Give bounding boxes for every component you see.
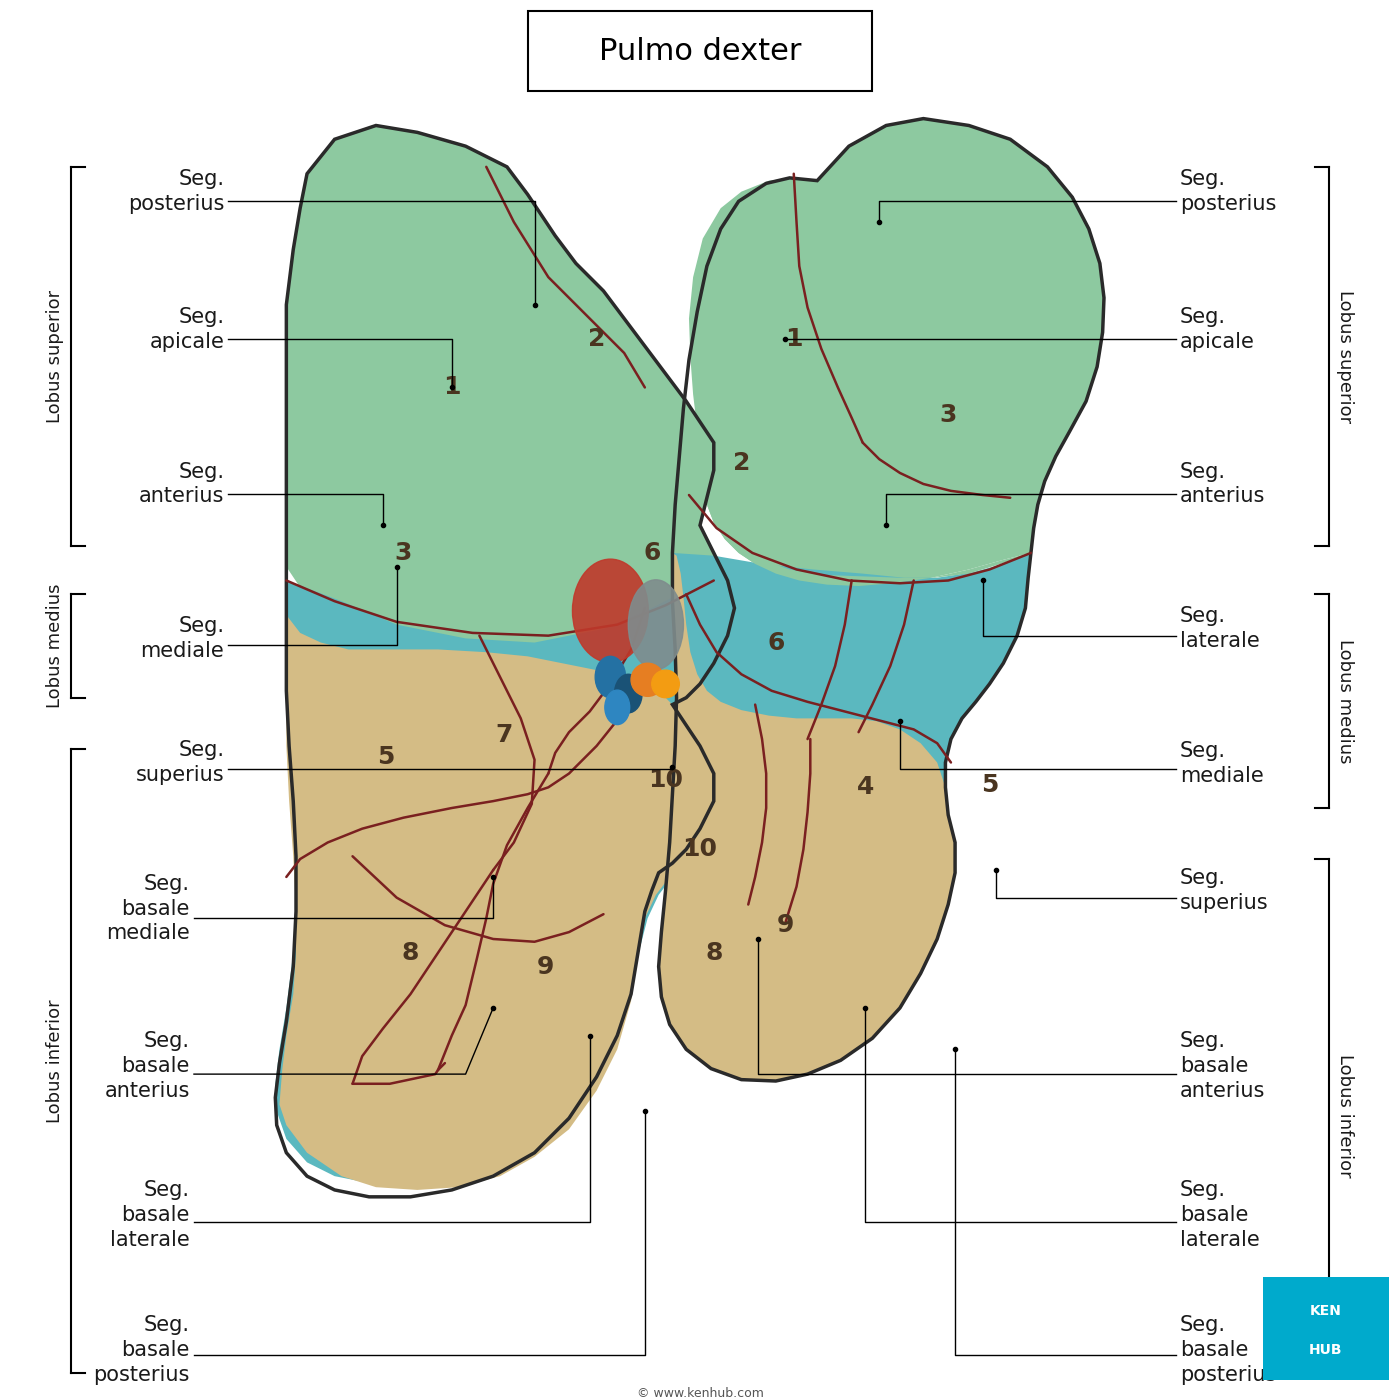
Ellipse shape — [605, 690, 630, 725]
Text: Seg.
basale
laterale: Seg. basale laterale — [111, 1180, 190, 1250]
Text: Seg.
anterius: Seg. anterius — [139, 462, 224, 507]
Circle shape — [652, 671, 679, 697]
Text: Seg.
basale
anterius: Seg. basale anterius — [105, 1030, 190, 1100]
Text: Seg.
apicale: Seg. apicale — [1180, 307, 1254, 351]
Text: 6: 6 — [767, 630, 784, 655]
Text: Seg.
basale
posterius: Seg. basale posterius — [1180, 1315, 1277, 1385]
Text: 5: 5 — [981, 773, 998, 797]
Polygon shape — [287, 126, 714, 650]
Text: 2: 2 — [732, 451, 750, 475]
Text: 9: 9 — [777, 913, 794, 937]
Text: Lobus superior: Lobus superior — [1336, 290, 1354, 423]
Polygon shape — [658, 553, 955, 1081]
Polygon shape — [658, 553, 1030, 1081]
Text: 10: 10 — [683, 837, 717, 861]
Text: Seg.
mediale: Seg. mediale — [1180, 742, 1264, 787]
Ellipse shape — [573, 559, 648, 662]
Text: Seg.
posterius: Seg. posterius — [1180, 169, 1277, 214]
Text: Seg.
mediale: Seg. mediale — [140, 616, 224, 661]
Text: Lobus inferior: Lobus inferior — [1336, 1054, 1354, 1177]
Text: 4: 4 — [857, 776, 874, 799]
Text: 8: 8 — [706, 941, 722, 965]
Text: KEN: KEN — [1310, 1305, 1343, 1319]
Text: Seg.
apicale: Seg. apicale — [150, 307, 224, 351]
Text: 9: 9 — [536, 955, 554, 979]
FancyBboxPatch shape — [528, 11, 872, 91]
Text: 7: 7 — [496, 722, 512, 748]
Text: 6: 6 — [643, 540, 661, 566]
Polygon shape — [276, 581, 735, 1183]
Text: Lobus inferior: Lobus inferior — [46, 1000, 64, 1123]
Ellipse shape — [629, 580, 683, 669]
Text: 10: 10 — [648, 769, 683, 792]
FancyBboxPatch shape — [1263, 1277, 1389, 1380]
Text: Seg.
superius: Seg. superius — [136, 741, 224, 785]
Circle shape — [631, 664, 664, 696]
Text: Seg.
anterius: Seg. anterius — [1180, 462, 1266, 507]
Text: 3: 3 — [395, 540, 412, 566]
Text: HUB: HUB — [1309, 1343, 1343, 1357]
Text: Lobus superior: Lobus superior — [46, 290, 64, 423]
Polygon shape — [707, 504, 1030, 587]
Text: 3: 3 — [939, 403, 956, 427]
Text: Seg.
laterale: Seg. laterale — [1180, 606, 1260, 651]
Text: Seg.
posterius: Seg. posterius — [127, 169, 224, 214]
Text: Seg.
basale
posterius: Seg. basale posterius — [94, 1315, 190, 1385]
Text: 1: 1 — [442, 375, 461, 399]
Ellipse shape — [615, 675, 643, 713]
Text: Seg.
basale
mediale: Seg. basale mediale — [106, 874, 190, 944]
Text: Lobus medius: Lobus medius — [1336, 638, 1354, 763]
Text: Seg.
basale
laterale: Seg. basale laterale — [1180, 1180, 1260, 1250]
Ellipse shape — [595, 657, 626, 697]
Text: Seg.
basale
anterius: Seg. basale anterius — [1180, 1030, 1266, 1100]
Polygon shape — [689, 119, 1105, 587]
Text: © www.kenhub.com: © www.kenhub.com — [637, 1387, 763, 1400]
Polygon shape — [280, 615, 714, 1190]
Text: Seg.
superius: Seg. superius — [1180, 868, 1268, 913]
Text: 2: 2 — [588, 328, 605, 351]
Text: 5: 5 — [377, 745, 395, 769]
Text: 8: 8 — [402, 941, 419, 965]
Text: Pulmo dexter: Pulmo dexter — [599, 36, 801, 66]
Text: 1: 1 — [785, 328, 802, 351]
Text: Lobus medius: Lobus medius — [46, 584, 64, 708]
